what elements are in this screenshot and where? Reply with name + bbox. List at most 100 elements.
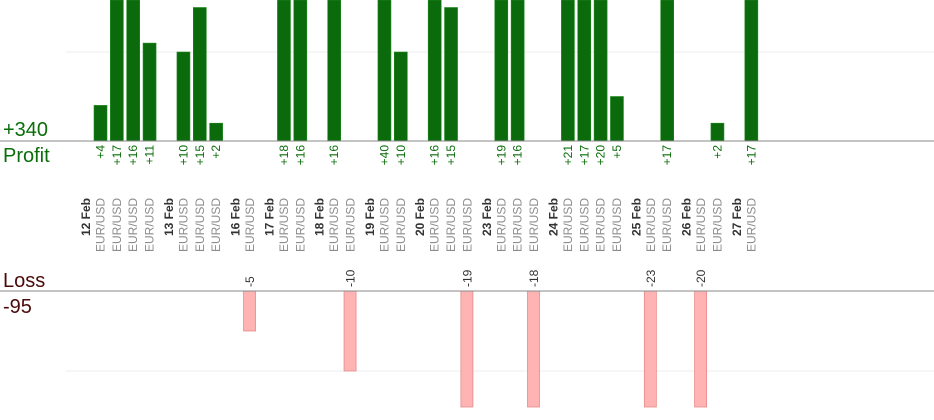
loss-bar [527,290,540,408]
profit-value-label: +16 [126,145,140,166]
loss-bar [643,290,657,408]
loss-total: -95 [3,296,32,318]
loss-value-label: -10 [344,269,358,287]
profit-value-label: +18 [277,145,291,166]
profit-bar [710,122,725,142]
loss-value-label: -18 [527,269,541,287]
date-label: 17 Feb [262,198,276,236]
date-label: 12 Feb [79,198,93,236]
label-layer: 12 Feb EUR/USD +4 EUR/USD +17 EUR/USD +16 EUR/U… [79,145,758,287]
profit-value-label: +19 [494,145,508,166]
profit-total: +340 [3,119,49,141]
date-label: 24 Feb [546,198,560,236]
pair-label: EUR/USD [110,198,124,252]
profit-bar [561,0,575,142]
profit-bar [93,105,108,142]
profit-value-label: +15 [193,145,207,166]
pair-label: EUR/USD [277,198,291,252]
pair-label: EUR/USD [143,198,157,252]
loss-label: Loss [3,270,46,292]
pair-label: EUR/USD [293,198,307,252]
pair-label: EUR/USD [460,198,474,252]
profit-bar [494,0,509,142]
loss-value-label: -19 [460,269,474,287]
pair-label: EUR/USD [394,198,408,252]
pair-label: EUR/USD [644,198,658,252]
profit-value-label: +4 [94,145,108,159]
profit-value-label: +15 [444,145,458,166]
loss-value-label: -5 [243,276,257,287]
bar-layer [93,0,759,408]
profit-value-label: +11 [143,145,157,165]
profit-value-label: +17 [744,145,758,166]
loss-bar [243,290,256,332]
date-label: 23 Feb [480,198,494,236]
pair-label: EUR/USD [377,198,391,252]
profit-bar [510,0,525,142]
date-label: 19 Feb [363,198,377,236]
profit-bar [277,0,291,142]
profit-value-label: +17 [660,145,674,166]
profit-bar [209,122,223,142]
profit-value-label: +16 [327,145,341,166]
profit-value-label: +16 [511,145,525,166]
pair-label: EUR/USD [577,198,591,252]
pair-label: EUR/USD [193,198,207,252]
pair-label: EUR/USD [494,198,508,252]
profit-value-label: +16 [428,145,442,166]
date-label: 16 Feb [229,198,243,236]
profit-bar [393,51,408,142]
loss-bar [460,290,474,408]
pair-label: EUR/USD [561,198,575,252]
profit-bar [327,0,342,142]
profit-bar [193,7,207,142]
profit-value-label: +10 [394,145,408,166]
profit-bar [744,0,759,142]
pair-label: EUR/USD [126,198,140,252]
profit-bar [176,51,191,142]
profit-value-label: +21 [561,145,575,166]
profit-value-label: +2 [209,145,223,159]
profit-label: Profit [3,145,50,167]
date-label: 18 Feb [313,198,327,236]
loss-bar [343,290,357,372]
profit-bar [593,0,608,142]
profit-value-label: +17 [577,145,591,166]
loss-bar [694,290,707,408]
pair-label: EUR/USD [694,198,708,252]
loss-value-label: -20 [694,269,708,287]
pair-label: EUR/USD [511,198,525,252]
pair-label: EUR/USD [527,198,541,252]
profit-value-label: +16 [293,145,307,166]
loss-value-label: -23 [644,269,658,287]
pair-label: EUR/USD [176,198,190,252]
profit-value-label: +40 [377,145,391,166]
profit-bar [444,7,458,142]
profit-value-label: +2 [710,145,724,159]
axis-layer [0,140,934,292]
profit-bar [577,0,592,142]
date-label: 20 Feb [413,198,427,236]
pair-label: EUR/USD [94,198,108,252]
pair-label: EUR/USD [327,198,341,252]
pair-label: EUR/USD [660,198,674,252]
profit-bar [610,96,624,142]
date-label: 26 Feb [680,198,694,236]
profit-value-label: +10 [176,145,190,166]
pair-label: EUR/USD [209,198,223,252]
pair-label: EUR/USD [610,198,624,252]
pair-label: EUR/USD [444,198,458,252]
date-label: 25 Feb [629,198,643,236]
profit-value-label: +17 [110,145,124,166]
profit-value-label: +5 [610,145,624,159]
profit-bar [427,0,442,142]
profit-bar [377,0,392,142]
profit-bar [126,0,140,142]
pair-label: EUR/USD [428,198,442,252]
pair-label: EUR/USD [744,198,758,252]
profit-bar [142,42,157,142]
pair-label: EUR/USD [594,198,608,252]
pair-label: EUR/USD [344,198,358,252]
date-label: 27 Feb [730,198,744,236]
